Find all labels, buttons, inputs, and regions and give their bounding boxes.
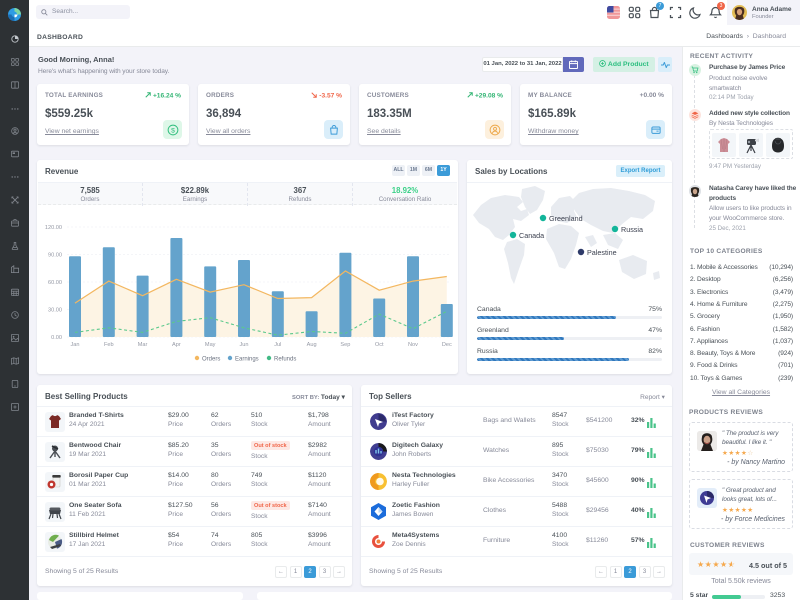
svg-text:Orders: Orders	[202, 357, 220, 363]
svg-text:30.00: 30.00	[48, 308, 62, 314]
svg-text:Earnings: Earnings	[235, 357, 259, 363]
svg-text:0.00: 0.00	[51, 335, 62, 341]
svg-text:Aug: Aug	[307, 342, 317, 348]
svg-text:Palestine: Palestine	[587, 248, 617, 257]
svg-text:Canada: Canada	[519, 231, 544, 240]
svg-text:Dec: Dec	[442, 342, 452, 348]
svg-text:Mar: Mar	[138, 342, 148, 348]
svg-text:$: $	[171, 127, 175, 134]
svg-text:90.00: 90.00	[48, 253, 62, 259]
svg-text:Oct: Oct	[375, 342, 384, 348]
svg-text:Sep: Sep	[340, 342, 350, 348]
svg-text:60.00: 60.00	[48, 280, 62, 286]
svg-text:Jan: Jan	[70, 342, 79, 348]
svg-text:Russia: Russia	[621, 225, 643, 234]
svg-text:Apr: Apr	[172, 342, 181, 348]
svg-text:Feb: Feb	[104, 342, 114, 348]
svg-text:Refunds: Refunds	[274, 357, 296, 363]
svg-text:Jul: Jul	[274, 342, 281, 348]
svg-text:Nov: Nov	[408, 342, 418, 348]
svg-text:120.00: 120.00	[45, 225, 62, 231]
svg-text:Greenland: Greenland	[549, 214, 583, 223]
svg-text:May: May	[205, 342, 216, 348]
svg-text:Jun: Jun	[239, 342, 248, 348]
